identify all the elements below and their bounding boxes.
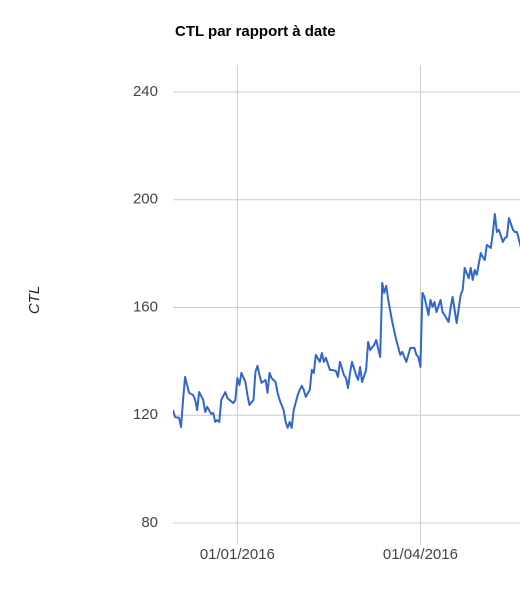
x-tick-label: 01/01/2016	[200, 546, 275, 563]
y-tick-label: 240	[133, 83, 158, 100]
y-tick-label: 80	[141, 514, 158, 531]
y-tick-label: 120	[133, 406, 158, 423]
chart-title: CTL par rapport à date	[175, 23, 336, 40]
x-tick-label: 01/04/2016	[383, 546, 458, 563]
y-tick-label: 200	[133, 191, 158, 208]
y-tick-label: 160	[133, 298, 158, 315]
data-line	[173, 212, 520, 429]
y-axis-label: CTL	[26, 286, 43, 314]
